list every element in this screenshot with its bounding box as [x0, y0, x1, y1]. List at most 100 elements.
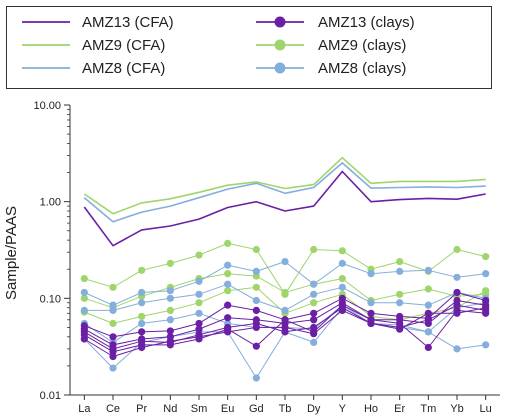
y-tick-label: 1.00 — [40, 197, 61, 209]
data-point — [109, 333, 117, 341]
y-tick-label: 0.10 — [40, 293, 61, 305]
data-point — [166, 259, 174, 267]
data-point — [195, 325, 203, 333]
x-tick-label: Nd — [163, 403, 177, 415]
data-point — [367, 309, 375, 317]
data-point — [482, 253, 490, 261]
series-amz8-clays--4 — [80, 280, 490, 315]
data-point — [396, 267, 404, 275]
data-point — [310, 280, 318, 288]
data-point — [224, 270, 232, 278]
legend-item: AMZ9 (clays) — [256, 37, 406, 54]
data-point — [424, 266, 432, 274]
series-line-amz9-cfa- — [83, 156, 486, 215]
data-point — [453, 288, 461, 297]
data-point — [367, 299, 375, 307]
legend-swatch-marker — [274, 16, 286, 28]
data-point — [310, 299, 318, 307]
data-point — [80, 335, 88, 343]
x-tick-label: Sm — [191, 403, 208, 415]
legend-item: AMZ9 (CFA) — [22, 37, 165, 54]
series-amz8-clays--3 — [80, 257, 490, 309]
y-tick-label: 10.00 — [33, 100, 61, 112]
data-point — [453, 301, 461, 309]
legend-label: AMZ9 (clays) — [318, 37, 406, 54]
data-point — [252, 283, 260, 291]
legend-label: AMZ8 (CFA) — [82, 60, 165, 77]
data-point — [338, 301, 346, 309]
y-axis-title: Sample/PAAS — [3, 206, 20, 300]
data-point — [281, 288, 289, 297]
legend-box — [6, 6, 492, 89]
data-point — [367, 270, 375, 278]
series-amz13-clays--11 — [80, 304, 490, 361]
data-point — [281, 306, 289, 315]
data-point — [166, 337, 174, 345]
data-point — [482, 270, 490, 278]
data-point — [80, 275, 88, 283]
data-point — [367, 319, 375, 328]
series-line-amz13-cfa- — [83, 170, 486, 247]
data-point — [195, 319, 203, 328]
data-point — [195, 251, 203, 259]
x-tick-label: Dy — [307, 403, 321, 415]
data-point — [424, 309, 432, 317]
data-point — [310, 290, 318, 298]
series-line-amz8-cfa- — [83, 162, 486, 223]
data-point — [252, 267, 260, 275]
data-point — [338, 259, 346, 267]
data-point — [166, 327, 174, 335]
data-point — [138, 266, 146, 274]
data-point — [482, 287, 490, 295]
legend-item: AMZ13 (clays) — [256, 14, 415, 31]
data-point — [281, 323, 289, 332]
data-point — [80, 294, 88, 302]
data-point — [482, 304, 490, 312]
data-point — [453, 345, 461, 353]
x-tick-label: La — [78, 403, 91, 415]
data-point — [166, 316, 174, 324]
data-point — [138, 319, 146, 328]
data-point — [281, 257, 289, 266]
data-point — [424, 316, 432, 324]
x-tick-label: Er — [394, 403, 405, 415]
data-point — [80, 306, 88, 315]
x-tick-label: Ho — [364, 403, 378, 415]
data-point — [482, 309, 490, 317]
data-point — [138, 312, 146, 321]
data-point — [281, 316, 289, 324]
data-point — [224, 239, 232, 248]
data-point — [310, 330, 318, 338]
data-point — [195, 309, 203, 317]
data-point — [396, 257, 404, 266]
data-point — [109, 301, 117, 309]
data-point — [396, 325, 404, 333]
data-point — [310, 316, 318, 324]
chart-axes: 10.00 1.00 0.10 0.01 La Ce Pr Nd Sm Eu Gd Tb Dy Y Ho Er… — [33, 100, 500, 415]
data-point — [224, 261, 232, 269]
data-point — [224, 328, 232, 336]
x-tick-label: Y — [339, 403, 347, 415]
data-point — [224, 314, 232, 322]
data-point — [109, 319, 117, 328]
data-point — [338, 283, 346, 291]
x-tick-label: Eu — [221, 403, 234, 415]
data-point — [224, 287, 232, 295]
x-tick-label: Gd — [249, 403, 264, 415]
data-point — [338, 247, 346, 255]
data-point — [195, 290, 203, 298]
data-point — [424, 285, 432, 293]
x-tick-label: Tm — [420, 403, 436, 415]
legend-label: AMZ9 (CFA) — [82, 37, 165, 54]
data-point — [166, 294, 174, 302]
series-layer — [80, 156, 490, 382]
legend-item: AMZ13 (CFA) — [22, 14, 174, 31]
legend-label: AMZ13 (CFA) — [82, 14, 174, 31]
data-point — [396, 319, 404, 328]
data-point — [109, 352, 117, 361]
data-point — [252, 296, 260, 305]
data-point — [310, 309, 318, 317]
data-point — [166, 287, 174, 295]
data-point — [424, 328, 432, 336]
